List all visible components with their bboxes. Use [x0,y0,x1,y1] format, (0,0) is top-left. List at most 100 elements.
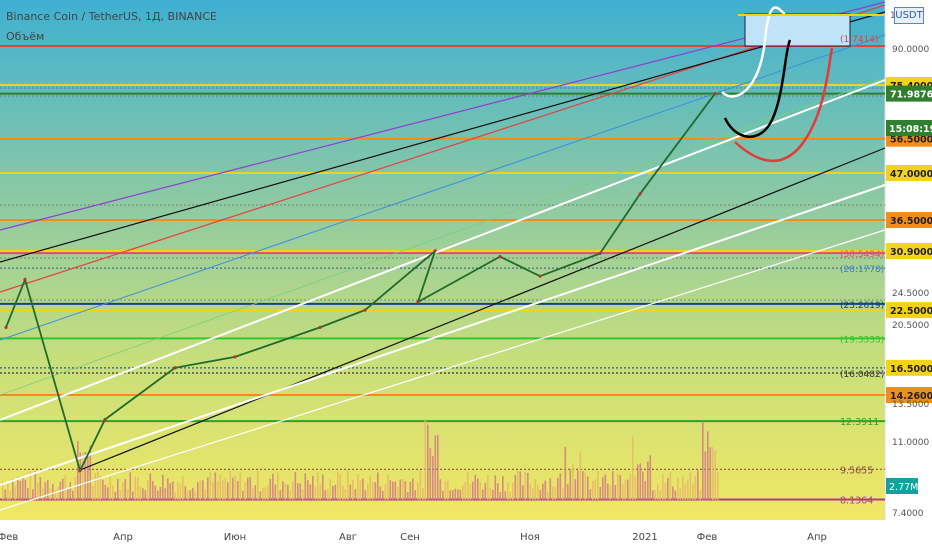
volume-bar [584,472,587,500]
volume-bar [234,475,237,500]
volume-bar [587,476,589,500]
volume-bar [704,451,707,500]
volume-bar [397,486,399,500]
volume-bar [187,490,189,500]
volume-bar [432,455,434,500]
volume-bar [687,479,689,500]
price-tick: 24.5000 [892,289,929,299]
volume-bar [312,475,314,500]
trend-line[interactable] [0,11,886,263]
volume-bar [637,464,639,500]
volume-bar [167,478,169,500]
volume-bar [97,471,99,500]
volume-bar [267,485,269,500]
volume-bar [359,480,362,500]
volume-bar [567,484,569,500]
volume-bar [342,485,344,500]
time-tick: Ноя [520,532,540,543]
volume-bar [179,484,182,500]
volume-bar [9,490,12,500]
volume-bar [597,470,599,500]
volume-bar [102,479,104,500]
trend-line[interactable] [79,147,886,471]
volume-bar [242,490,244,500]
currency-badge[interactable]: USDT [894,7,924,24]
volume-bar [22,477,24,500]
projection-path-black[interactable] [723,39,792,138]
volume-bar [229,470,232,500]
trend-line[interactable] [0,79,886,421]
volume-bar [574,479,577,500]
volume-bar [194,491,197,500]
volume-bar [169,483,172,500]
volume-bar [137,477,139,500]
volume-bar [349,484,352,500]
volume-bar [144,490,147,500]
volume-bar [279,490,282,500]
volume-bar [67,489,69,500]
trend-line[interactable] [0,77,886,396]
volume-bar [364,490,367,500]
volume-bar [302,489,304,500]
volume-bar [207,477,209,500]
volume-bar [517,470,519,500]
volume-bar [422,488,424,500]
volume-bar [707,431,709,500]
time-tick: Сен [400,532,420,543]
volume-bar [714,450,717,500]
price-point [433,249,437,253]
volume-bar [652,490,654,500]
price-point [416,300,420,304]
volume-bar [29,471,32,500]
price-point [498,254,502,259]
volume-bar [582,471,584,500]
volume-bar [339,474,342,500]
volume-bar [42,488,44,500]
projection-path-red[interactable] [734,47,834,163]
volume-bar [264,486,267,500]
price-point [233,355,237,359]
volume-bar [32,489,34,500]
volume-bar [277,472,279,500]
volume-bar [262,487,264,500]
volume-bar [614,485,617,500]
projection-path-white[interactable] [721,6,786,98]
volume-bar [337,471,339,500]
volume-bar [504,491,507,500]
volume-bar [604,474,607,500]
target-zone-box[interactable] [744,13,851,47]
volume-bar [464,481,467,500]
volume-bar [177,482,179,500]
price-label-box [886,164,932,181]
price-label-box [886,243,932,260]
volume-bar [684,484,687,500]
volume-bar [17,477,19,500]
volume-bar [677,477,679,500]
price-scale-label: 71.9876 [890,90,932,101]
volume-bar [209,472,212,500]
volume-bar [127,489,129,500]
volume-bar [297,483,299,500]
volume-bar [549,478,552,500]
volume-bar [357,473,359,500]
trend-line[interactable] [0,4,886,293]
trend-line[interactable] [0,1,886,231]
trend-line[interactable] [0,229,886,511]
volume-bar [654,489,657,500]
volume-bar [502,476,504,500]
volume-bar [94,473,97,500]
volume-bar [527,472,529,500]
volume-bar [184,486,187,500]
level-label: (30.5494) [840,250,884,260]
volume-bar [674,490,677,500]
trend-line[interactable] [0,184,886,486]
trend-line[interactable] [0,34,886,341]
volume-bar [377,472,379,500]
volume-bar [44,482,47,500]
volume-bar [244,481,247,500]
level-label: (23.2619) [840,301,884,311]
volume-bar [174,491,177,500]
volume-bar [404,481,407,500]
time-tick: Фев [0,532,18,543]
volume-bar [292,481,294,500]
